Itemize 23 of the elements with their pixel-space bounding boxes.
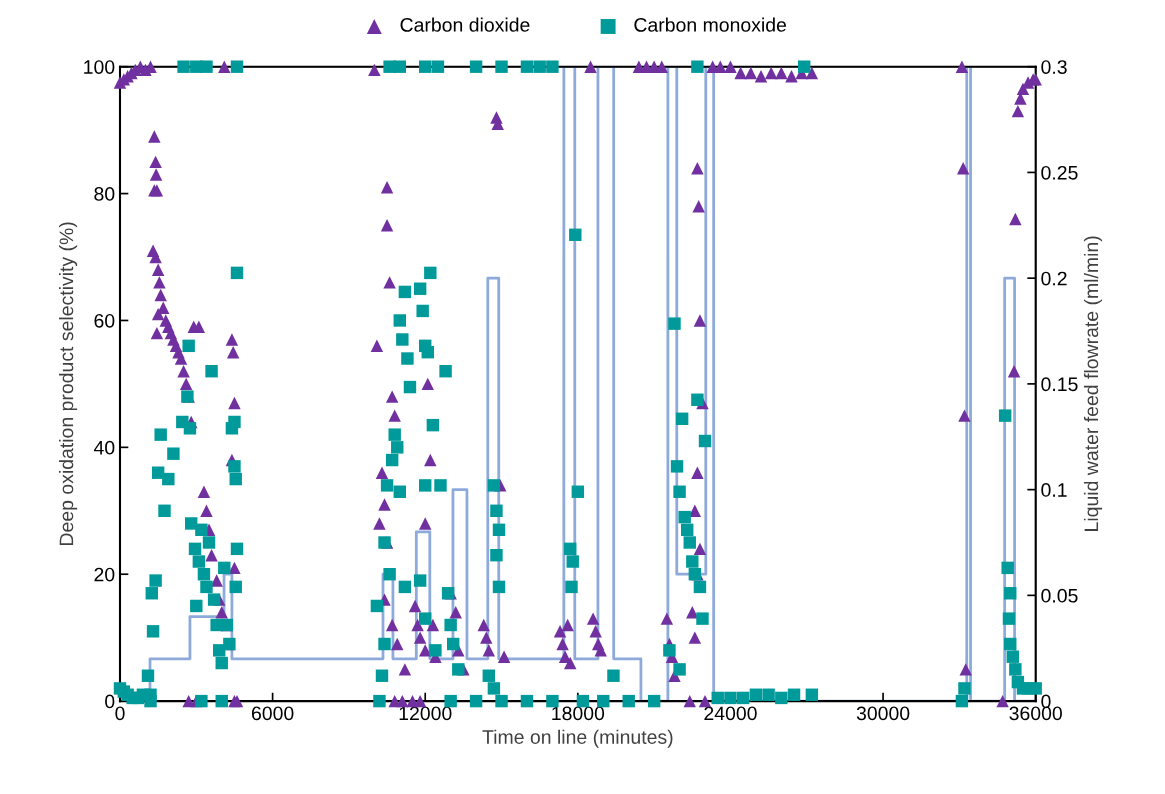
x-tick-label: 6000 [251, 706, 294, 721]
y2-axis-title: Liquid water feed flowrate (ml/min) [1083, 236, 1103, 531]
y2-tick-label: 0.2 [1041, 271, 1067, 286]
y2-tick-label: 0.25 [1041, 165, 1078, 180]
x-tick-label: 18000 [552, 706, 605, 721]
x-tick-label: 12000 [399, 706, 452, 721]
legend-label: Carbon monoxide [634, 17, 787, 32]
y-axis-title: Deep oxidation product selectivity (%) [59, 222, 78, 545]
y-tick-label: 100 [84, 60, 115, 74]
y2-tick-label: 0.1 [1041, 483, 1067, 497]
y2-tick-label: 0.15 [1041, 377, 1078, 392]
y-tick-label: 40 [93, 440, 115, 455]
y2-tick-label: 0.05 [1041, 588, 1078, 603]
y-tick-label: 20 [94, 567, 115, 582]
y2-tick-label: 0.3 [1041, 60, 1067, 74]
x-tick-label: 30000 [856, 706, 910, 721]
x-tick-label: 0 [115, 706, 125, 721]
y-tick-label: 0 [105, 694, 115, 709]
y-tick-label: 60 [94, 313, 115, 328]
x-tick-label: 24000 [704, 706, 757, 721]
legend-label: Carbon dioxide [400, 17, 530, 32]
y-tick-label: 80 [94, 187, 115, 201]
x-axis-title: Time on line (minutes) [482, 729, 673, 748]
